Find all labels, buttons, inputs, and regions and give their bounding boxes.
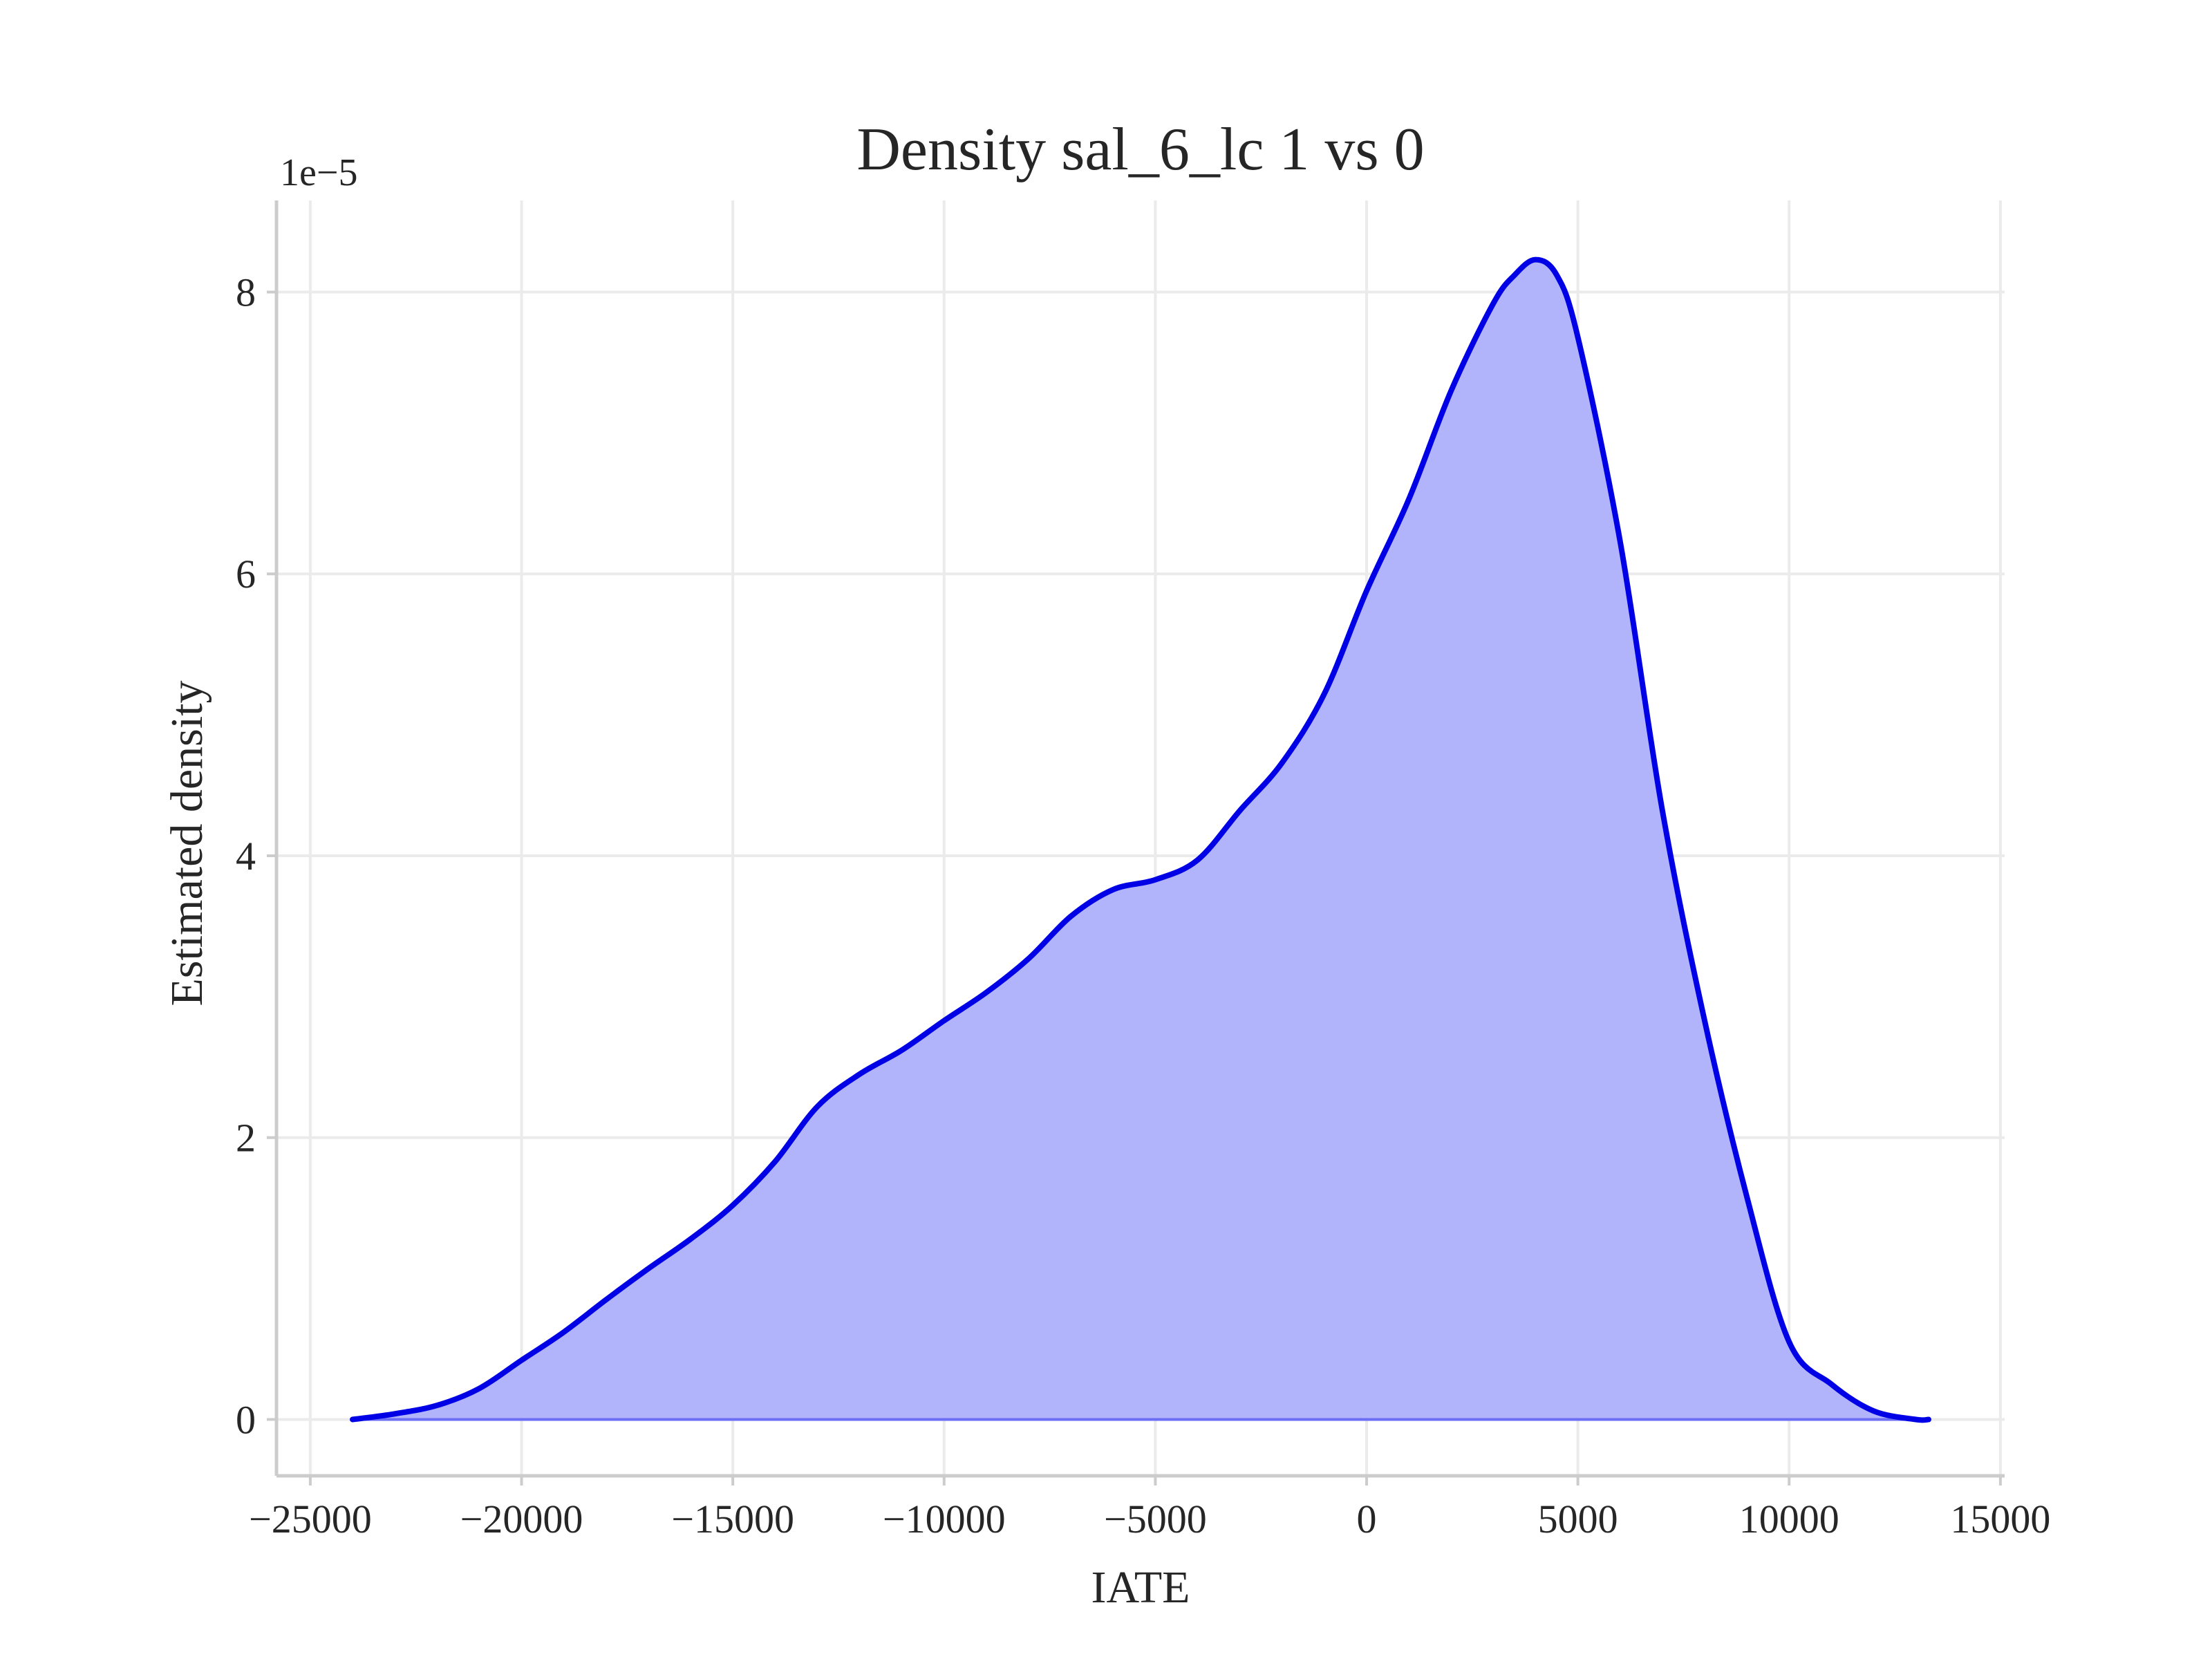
x-tick-label: −5000: [1104, 1497, 1207, 1541]
plot-layer: [350, 256, 1931, 1423]
x-tick-label: 10000: [1739, 1497, 1839, 1541]
y-tick-label: 2: [236, 1116, 256, 1161]
y-tick-label: 8: [236, 270, 256, 315]
x-tick-label: −15000: [671, 1497, 794, 1541]
y-tick-label: 0: [236, 1397, 256, 1442]
x-tick-label: −20000: [460, 1497, 583, 1541]
x-axis-label: IATE: [1091, 1562, 1190, 1613]
axes-layer: [274, 200, 2005, 1478]
x-tick-label: 15000: [1950, 1497, 2050, 1541]
x-tick-label: 0: [1357, 1497, 1377, 1541]
x-tick-label: 5000: [1538, 1497, 1618, 1541]
density-curve: [350, 256, 1931, 1423]
y-offset-label: 1e−5: [280, 151, 357, 194]
chart-title: Density sal_6_lc 1 vs 0: [856, 116, 1424, 183]
tick-layer: −25000 −20000 −15000 −10000 −5000 0 5000 10000 1…: [236, 270, 2050, 1541]
y-tick-label: 6: [236, 552, 256, 597]
y-axis-label: Estimated density: [162, 680, 212, 1006]
x-tick-label: −10000: [883, 1497, 1006, 1541]
density-area-fill: [353, 259, 1929, 1421]
x-tick-label: −25000: [249, 1497, 372, 1541]
y-tick-label: 4: [236, 834, 256, 879]
